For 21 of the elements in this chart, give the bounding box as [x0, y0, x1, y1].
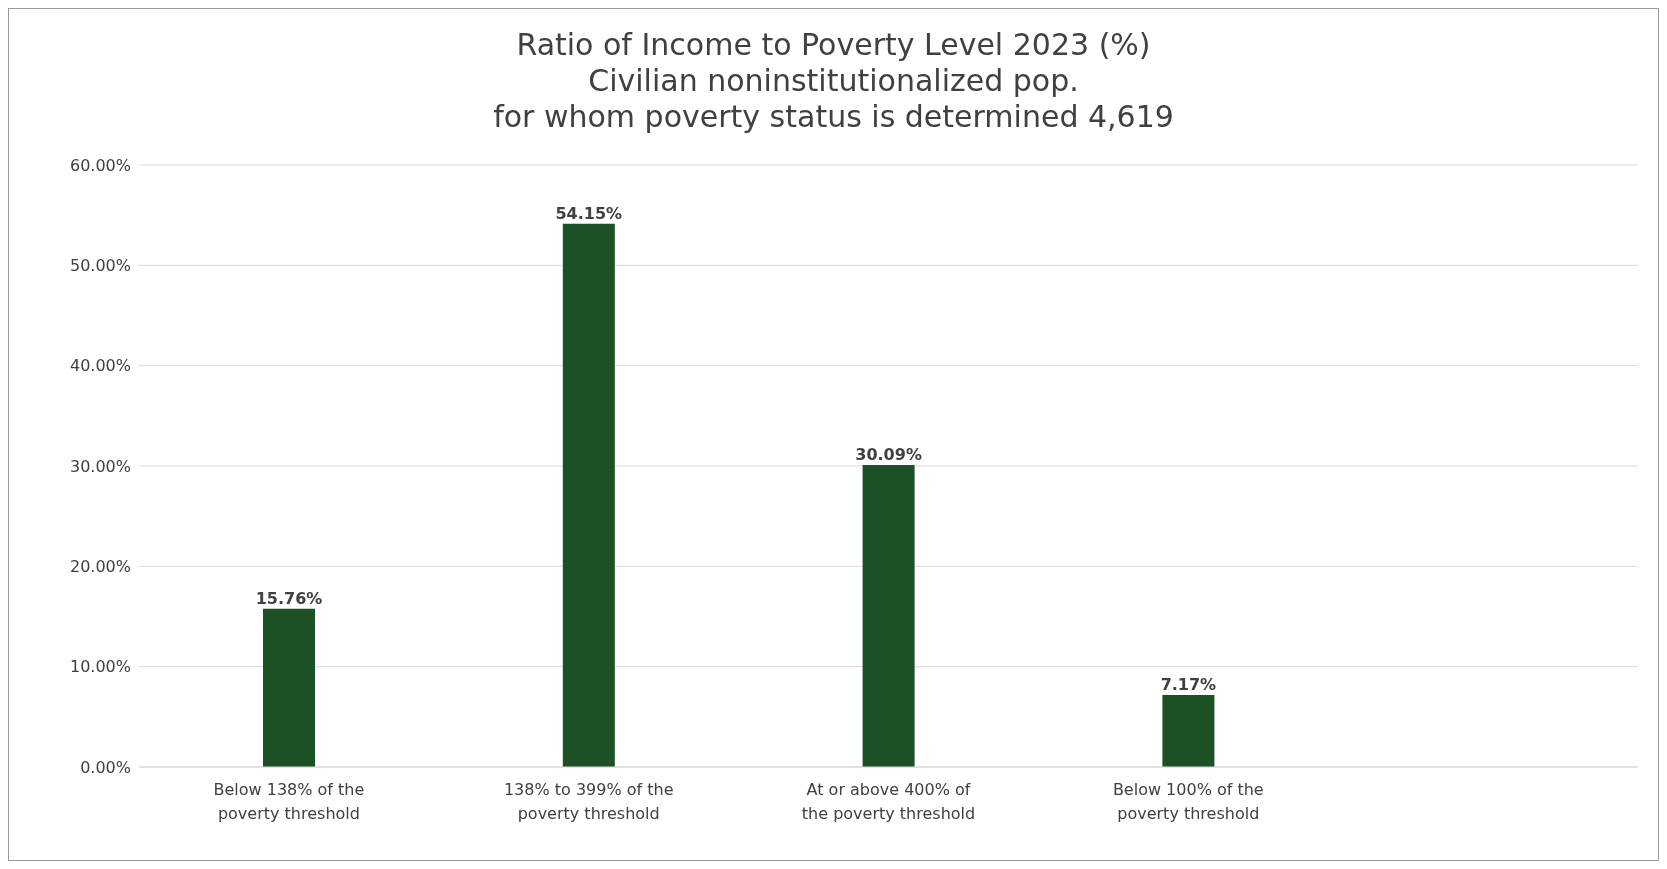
y-tick-label: 10.00%	[69, 657, 131, 677]
y-tick-label: 40.00%	[69, 356, 131, 376]
x-tick-label: At or above 400% of the poverty threshold	[801, 780, 976, 823]
bar	[1162, 695, 1215, 767]
bar	[263, 608, 315, 767]
y-tick-label: 30.00%	[69, 456, 131, 476]
y-tick-label: 0.00%	[80, 757, 131, 777]
x-tick-label: 138% to 399% of the poverty threshold	[503, 780, 674, 823]
bar	[562, 223, 615, 767]
data-label: 54.15%	[555, 203, 623, 223]
x-tick-label: Below 100% of the poverty threshold	[1112, 780, 1264, 823]
y-tick-label: 20.00%	[69, 557, 131, 577]
bar	[862, 465, 915, 767]
chart-subtitle: Civilian noninstitutionalized pop. for whom poverty status is determined 4,619	[492, 63, 1175, 135]
data-label: 15.76%	[255, 588, 323, 608]
y-tick-label: 60.00%	[69, 155, 131, 175]
chart-title: Ratio of Income to Poverty Level 2023 (%)	[515, 27, 1152, 63]
data-label: 7.17%	[1160, 675, 1217, 695]
x-tick-label: Below 138% of the poverty threshold	[213, 780, 365, 823]
data-label: 30.09%	[855, 445, 922, 465]
y-tick-label: 50.00%	[69, 256, 131, 276]
